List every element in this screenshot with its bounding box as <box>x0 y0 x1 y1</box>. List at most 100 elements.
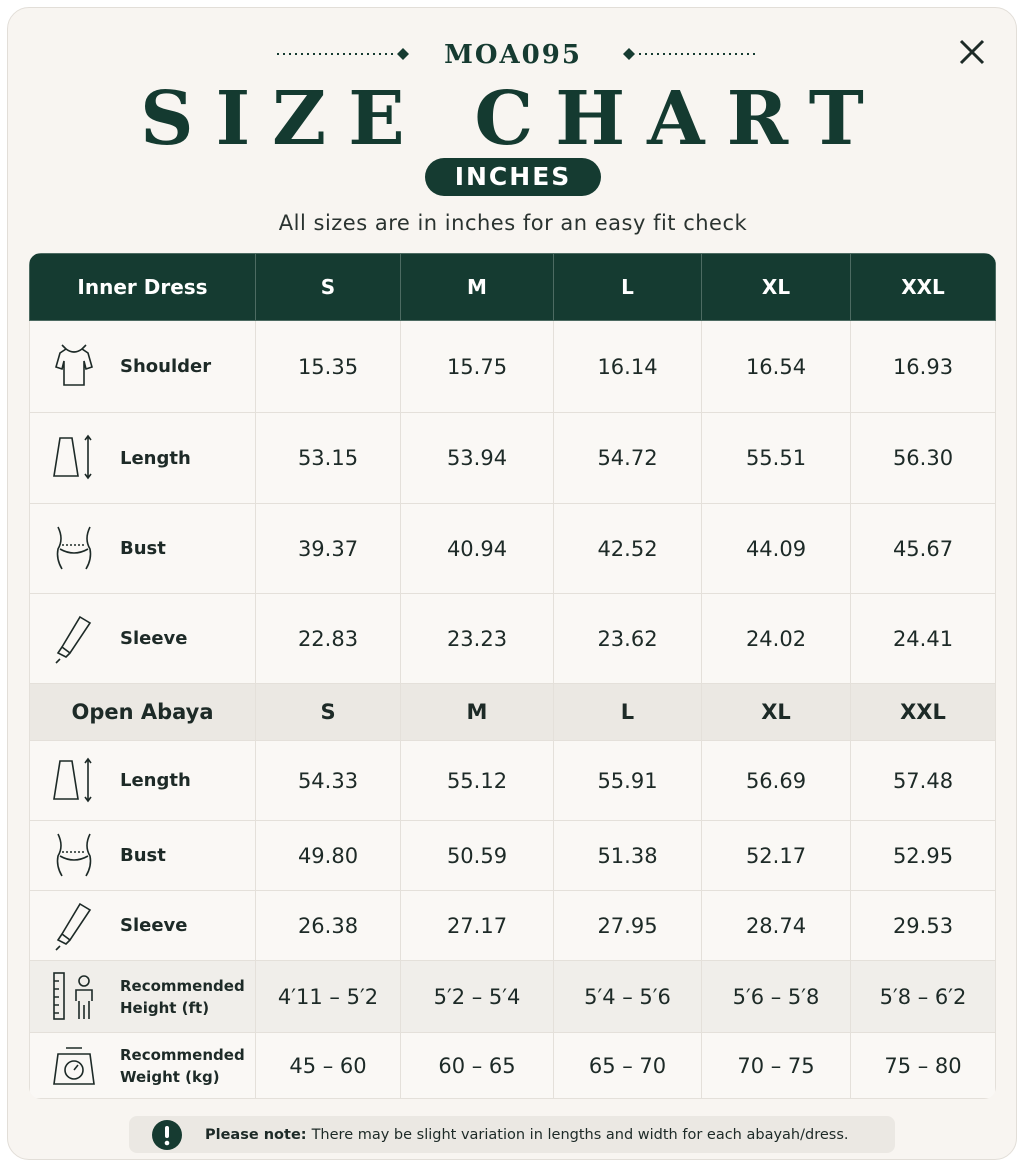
shoulder-icon <box>55 343 93 386</box>
measure-value: 50.59 <box>400 820 554 891</box>
measure-cell: Length <box>29 412 256 504</box>
size-chart-card: MOA095 SIZE CHART INCHES All sizes are i… <box>7 7 1017 1160</box>
recommendation-value: 75 – 80 <box>850 1032 996 1099</box>
measure-value: 16.54 <box>701 320 851 413</box>
measure-value: 52.95 <box>850 820 996 891</box>
measure-label: Sleeve <box>30 613 255 665</box>
note-text: There may be slight variation in lengths… <box>311 1126 849 1143</box>
recommendation-value: 45 – 60 <box>255 1032 401 1099</box>
bust-icon <box>56 833 92 876</box>
height-icon <box>53 971 93 1020</box>
recommendation-value: 5′4 – 5′6 <box>553 960 702 1033</box>
measure-value: 52.17 <box>701 820 851 891</box>
measure-row: Length 53.15 53.94 54.72 55.51 56.30 <box>29 412 996 504</box>
measure-name: Sleeve <box>120 915 188 936</box>
measure-label: Bust <box>30 830 255 882</box>
recommendation-value: 5′8 – 6′2 <box>850 960 996 1033</box>
measure-cell: Bust <box>29 503 256 594</box>
sleeve-icon <box>55 615 92 664</box>
measure-value: 53.15 <box>255 412 401 504</box>
measure-value: 55.51 <box>701 412 851 504</box>
measure-value: 53.94 <box>400 412 554 504</box>
measure-label: Sleeve <box>30 900 255 952</box>
section-title: Inner Dress <box>29 253 256 321</box>
measure-cell: Sleeve <box>29 593 256 684</box>
size-table: Inner Dress S M L XL XXL Shoulder 15.35 15.75 16.… <box>29 253 996 1099</box>
size-header: M <box>400 683 554 741</box>
measure-cell: Sleeve <box>29 890 256 961</box>
measure-value: 42.52 <box>553 503 702 594</box>
length-icon <box>53 757 92 802</box>
measure-row: Bust 39.37 40.94 42.52 44.09 45.67 <box>29 503 996 594</box>
measure-row: Sleeve 26.38 27.17 27.95 28.74 29.53 <box>29 890 996 961</box>
measure-value: 23.62 <box>553 593 702 684</box>
measure-value: 26.38 <box>255 890 401 961</box>
size-header: S <box>255 253 401 321</box>
recommendation-value: 5′2 – 5′4 <box>400 960 554 1033</box>
measure-value: 24.41 <box>850 593 996 684</box>
size-header: M <box>400 253 554 321</box>
recommendation-name: Recommended Weight (kg) <box>120 1045 245 1086</box>
measure-row: Sleeve 22.83 23.23 23.62 24.02 24.41 <box>29 593 996 684</box>
recommendation-cell: Recommended Height (ft) <box>29 960 256 1033</box>
recommendation-value: 65 – 70 <box>553 1032 702 1099</box>
measure-row: Length 54.33 55.12 55.91 56.69 57.48 <box>29 740 996 821</box>
size-header: S <box>255 683 401 741</box>
measure-value: 45.67 <box>850 503 996 594</box>
measure-cell: Shoulder <box>29 320 256 413</box>
weight-icon <box>53 1046 95 1085</box>
table-header-row: Inner Dress S M L XL XXL <box>29 253 996 321</box>
measure-value: 27.17 <box>400 890 554 961</box>
measure-name: Length <box>120 447 191 469</box>
measure-value: 16.14 <box>553 320 702 413</box>
measure-value: 16.93 <box>850 320 996 413</box>
measure-value: 56.30 <box>850 412 996 504</box>
header-ornament <box>277 48 755 60</box>
measure-label: Shoulder <box>30 341 255 393</box>
measure-value: 54.33 <box>255 740 401 821</box>
section-header-row: Open Abaya S M L XL XXL <box>29 683 996 741</box>
info-icon <box>152 1119 182 1150</box>
size-header: L <box>553 253 702 321</box>
recommendation-name: Recommended Height (ft) <box>120 976 245 1017</box>
measure-value: 15.75 <box>400 320 554 413</box>
measure-value: 24.02 <box>701 593 851 684</box>
measure-value: 55.91 <box>553 740 702 821</box>
recommendation-row: Recommended Height (ft) 4′11 – 5′2 5′2 – 5… <box>29 960 996 1033</box>
sleeve-icon <box>55 902 92 951</box>
measure-value: 57.48 <box>850 740 996 821</box>
recommendation-value: 60 – 65 <box>400 1032 554 1099</box>
recommendation-value: 4′11 – 5′2 <box>255 960 401 1033</box>
close-button[interactable] <box>958 38 986 66</box>
measure-value: 23.23 <box>400 593 554 684</box>
recommendation-cell: Recommended Weight (kg) <box>29 1032 256 1099</box>
measure-value: 44.09 <box>701 503 851 594</box>
measure-value: 51.38 <box>553 820 702 891</box>
product-code: MOA095 <box>444 40 582 70</box>
measure-name: Shoulder <box>120 356 212 377</box>
measure-value: 29.53 <box>850 890 996 961</box>
size-header: XXL <box>850 253 996 321</box>
section-title: Open Abaya <box>29 683 256 741</box>
measure-value: 56.69 <box>701 740 851 821</box>
measure-value: 49.80 <box>255 820 401 891</box>
measure-value: 40.94 <box>400 503 554 594</box>
note-label: Please note: <box>205 1126 307 1143</box>
measure-value: 28.74 <box>701 890 851 961</box>
title: SIZE CHART <box>140 76 886 162</box>
note-bar: Please note: There may be slight variatio… <box>129 1116 895 1153</box>
size-header: XXL <box>850 683 996 741</box>
measure-name: Bust <box>120 538 166 559</box>
measure-name: Length <box>120 770 191 791</box>
measure-label: Length <box>30 432 255 484</box>
unit-badge: INCHES <box>425 158 601 196</box>
measure-label: Length <box>30 755 255 807</box>
recommendation-value: 5′6 – 5′8 <box>701 960 851 1033</box>
size-header: L <box>553 683 702 741</box>
measure-value: 22.83 <box>255 593 401 684</box>
measure-cell: Length <box>29 740 256 821</box>
measure-row: Shoulder 15.35 15.75 16.14 16.54 16.93 <box>29 320 996 413</box>
measure-value: 54.72 <box>553 412 702 504</box>
measure-name: Sleeve <box>120 628 188 649</box>
